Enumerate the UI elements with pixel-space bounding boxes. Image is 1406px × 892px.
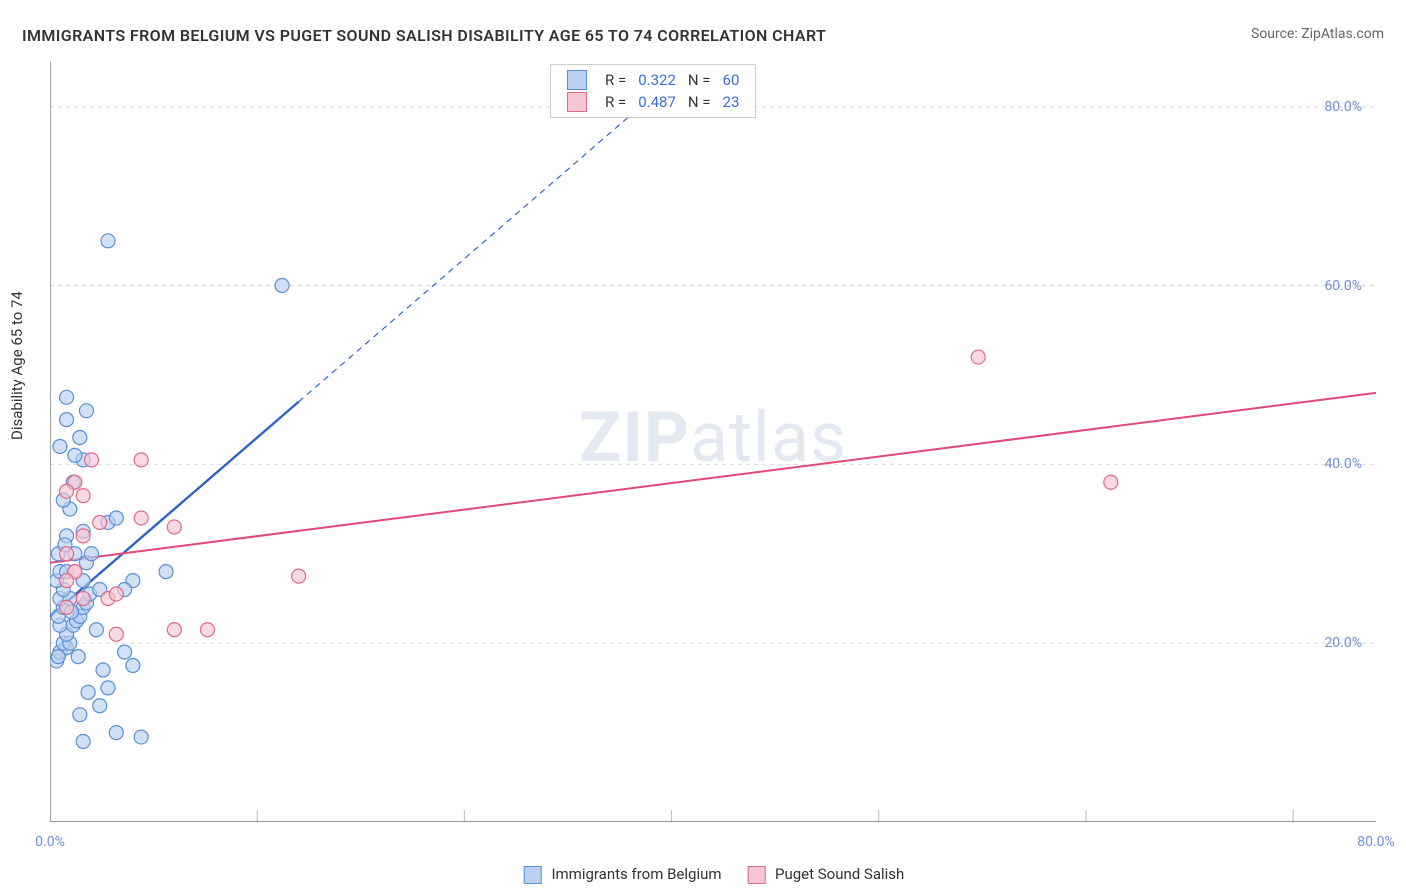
swatch-series-2 (747, 866, 765, 884)
legend-n-label: N = (682, 69, 717, 91)
series-1-label: Immigrants from Belgium (551, 865, 721, 883)
y-tick-label: 20.0% (1324, 635, 1362, 651)
x-tick-label: 0.0% (35, 834, 65, 850)
legend-r-label: R = (599, 91, 632, 113)
series-legend: Immigrants from Belgium Puget Sound Sali… (502, 865, 905, 884)
legend-n-value: 60 (717, 69, 746, 91)
legend-n-label: N = (682, 91, 717, 113)
legend-row-series-2: R = 0.487 N = 23 (561, 91, 745, 113)
legend-n-value: 23 (717, 91, 746, 113)
swatch-series-1 (524, 866, 542, 884)
chart-svg (50, 62, 1376, 822)
legend-r-value: 0.487 (632, 91, 682, 113)
source-label: Source: ZipAtlas.com (1251, 26, 1384, 42)
plot-area: ZIPatlas R = 0.322 N = 60 R = 0.487 N = … (50, 62, 1376, 822)
series-2-label: Puget Sound Salish (775, 865, 904, 883)
y-axis-label: Disability Age 65 to 74 (8, 291, 26, 440)
y-tick-label: 60.0% (1324, 278, 1362, 294)
x-tick-label: 80.0% (1357, 834, 1395, 850)
legend-r-value: 0.322 (632, 69, 682, 91)
y-tick-label: 80.0% (1324, 99, 1362, 115)
correlation-legend: R = 0.322 N = 60 R = 0.487 N = 23 (550, 64, 756, 118)
swatch-series-1 (567, 70, 587, 90)
legend-row-series-1: R = 0.322 N = 60 (561, 69, 745, 91)
swatch-series-2 (567, 92, 587, 112)
y-tick-label: 40.0% (1324, 456, 1362, 472)
legend-r-label: R = (599, 69, 632, 91)
chart-title: IMMIGRANTS FROM BELGIUM VS PUGET SOUND S… (22, 26, 826, 45)
